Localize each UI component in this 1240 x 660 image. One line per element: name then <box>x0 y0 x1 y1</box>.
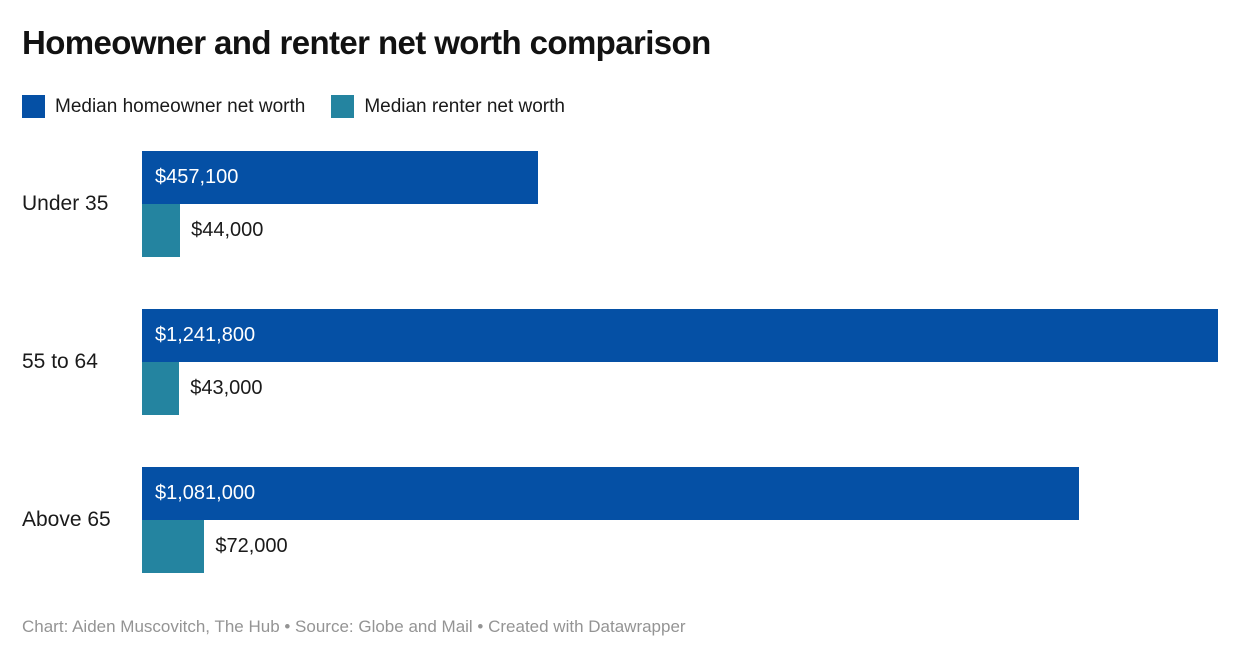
bar-group: $1,081,000 $72,000 <box>142 467 1218 573</box>
legend-item-homeowner: Median homeowner net worth <box>22 95 305 118</box>
renter-value-label: $44,000 <box>191 219 264 241</box>
renter-bar <box>142 204 181 257</box>
homeowner-value-label: $457,100 <box>155 166 239 188</box>
renter-swatch-icon <box>331 95 355 118</box>
legend: Median homeowner net worth Median renter… <box>22 95 565 118</box>
legend-item-renter: Median renter net worth <box>331 95 565 118</box>
homeowner-bar: $1,241,800 <box>142 309 1218 362</box>
category-label: 55 to 64 <box>22 350 98 373</box>
bar-group: $457,100 $44,000 <box>142 151 1218 257</box>
bar-group: $1,241,800 $43,000 <box>142 309 1218 415</box>
homeowner-bar: $1,081,000 <box>142 467 1079 520</box>
legend-label-homeowner: Median homeowner net worth <box>55 95 306 117</box>
chart-title: Homeowner and renter net worth compariso… <box>22 24 711 61</box>
chart-row-above-65: Above 65 $1,081,000 $72,000 <box>0 467 1240 573</box>
renter-value-label: $43,000 <box>190 377 263 399</box>
renter-bar <box>142 362 180 415</box>
homeowner-bar: $457,100 <box>142 151 539 204</box>
renter-bar-line: $44,000 <box>142 204 1218 257</box>
chart-row-55-to-64: 55 to 64 $1,241,800 $43,000 <box>0 309 1240 415</box>
homeowner-value-label: $1,241,800 <box>155 324 256 346</box>
homeowner-value-label: $1,081,000 <box>155 482 256 504</box>
homeowner-bar-line: $457,100 <box>142 151 1218 204</box>
renter-bar <box>142 520 205 573</box>
homeowner-bar-line: $1,241,800 <box>142 309 1218 362</box>
homeowner-swatch-icon <box>22 95 45 118</box>
renter-bar-line: $43,000 <box>142 362 1218 415</box>
renter-bar-line: $72,000 <box>142 520 1218 573</box>
attribution-footer: Chart: Aiden Muscovitch, The Hub • Sourc… <box>22 617 686 636</box>
renter-value-label: $72,000 <box>215 535 288 557</box>
legend-label-renter: Median renter net worth <box>364 95 565 117</box>
category-label: Under 35 <box>22 192 109 215</box>
chart-row-under-35: Under 35 $457,100 $44,000 <box>0 151 1240 257</box>
homeowner-bar-line: $1,081,000 <box>142 467 1218 520</box>
category-label: Above 65 <box>22 508 111 531</box>
